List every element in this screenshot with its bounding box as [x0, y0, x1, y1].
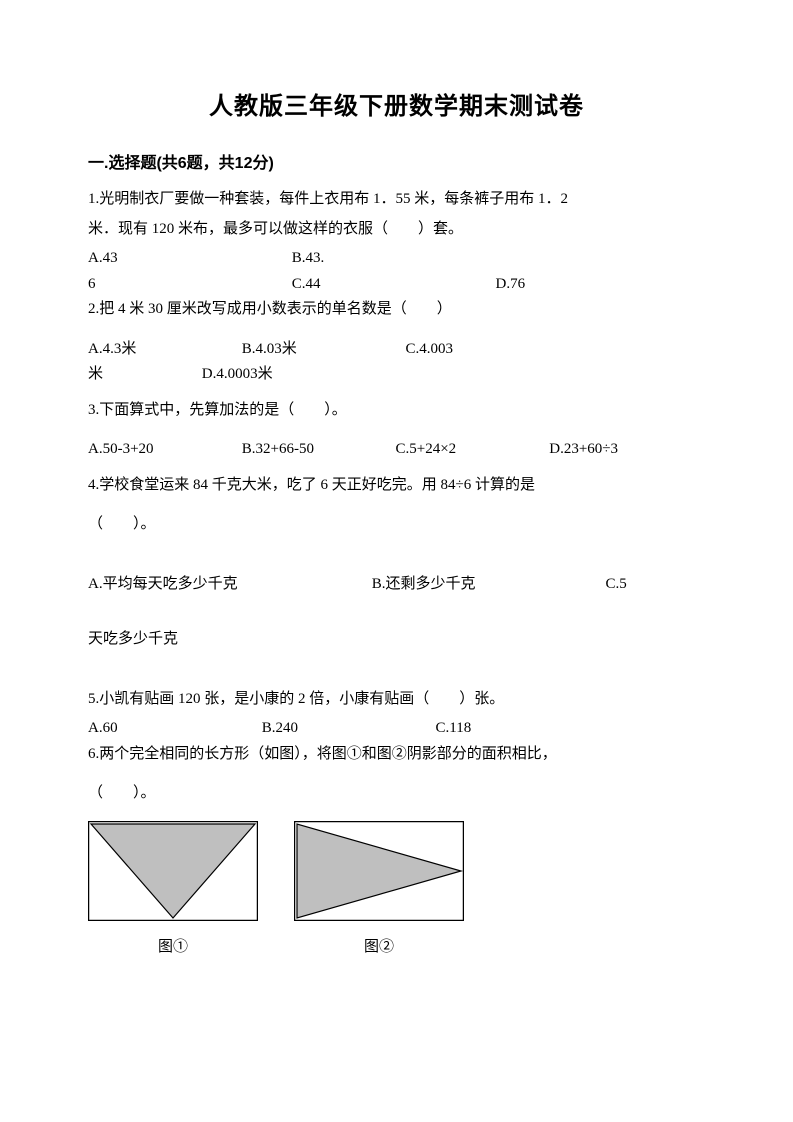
q6-figures: 图① 图②	[88, 821, 705, 956]
q3-optC: C.5+24×2	[396, 437, 546, 463]
q5-optA: A.60	[88, 716, 258, 742]
q3-optB: B.32+66-50	[242, 437, 392, 463]
q1-optB2: 6	[88, 272, 288, 298]
q2-optC: C.4.003	[406, 337, 454, 363]
q4-line2: （ ）。	[88, 512, 705, 538]
q2-opts-row2: 米 D.4.0003米	[88, 362, 705, 388]
q1-opts-row1: A.43 B.43.	[88, 246, 705, 272]
q6-line1: 6.两个完全相同的长方形（如图），将图①和图②阴影部分的面积相比，	[88, 742, 705, 768]
q5-line1: 5.小凯有贴画 120 张，是小康的 2 倍，小康有贴画（ ）张。	[88, 687, 705, 713]
q4-optA: A.平均每天吃多少千克	[88, 572, 368, 598]
q5-optC: C.118	[436, 716, 472, 742]
q2-optD: D.4.0003米	[202, 362, 273, 388]
q2-optA: A.4.3米	[88, 337, 238, 363]
q6-line2: （ ）。	[88, 781, 705, 807]
q3-optA: A.50-3+20	[88, 437, 238, 463]
q4-line3: 天吃多少千克	[88, 627, 705, 653]
q2-line1: 2.把 4 米 30 厘米改写成用小数表示的单名数是（ ）	[88, 297, 705, 323]
section1-heading: 一.选择题(共6题，共12分)	[88, 149, 705, 173]
fig1-label: 图①	[158, 935, 188, 956]
q4-opts-row1: A.平均每天吃多少千克 B.还剩多少千克 C.5	[88, 572, 705, 598]
q1-opts-row2: 6 C.44 D.76	[88, 272, 705, 298]
q4-line1: 4.学校食堂运来 84 千克大米，吃了 6 天正好吃完。用 84÷6 计算的是	[88, 473, 705, 499]
q2-opts-row1: A.4.3米 B.4.03米 C.4.003	[88, 337, 705, 363]
q3-optD: D.23+60÷3	[549, 437, 618, 463]
q1-optB: B.43.	[292, 246, 325, 272]
q3-line1: 3.下面算式中，先算加法的是（ ）。	[88, 398, 705, 424]
q2-line2a: 米	[88, 362, 198, 388]
q2-optB: B.4.03米	[242, 337, 402, 363]
q6-fig1: 图①	[88, 821, 258, 956]
fig2-svg	[294, 821, 464, 921]
q4-optB: B.还剩多少千克	[372, 572, 602, 598]
q1-optD: D.76	[496, 272, 526, 298]
page-title: 人教版三年级下册数学期末测试卷	[88, 86, 705, 121]
q3-opts: A.50-3+20 B.32+66-50 C.5+24×2 D.23+60÷3	[88, 437, 705, 463]
q1-line2: 米．现有 120 米布，最多可以做这样的衣服（ ）套。	[88, 217, 705, 243]
q5-opts: A.60 B.240 C.118	[88, 716, 705, 742]
q6-fig2: 图②	[294, 821, 464, 956]
q4-optC: C.5	[606, 572, 627, 598]
q5-optB: B.240	[262, 716, 432, 742]
fig1-svg	[88, 821, 258, 921]
fig2-label: 图②	[364, 935, 394, 956]
q1-optC: C.44	[292, 272, 492, 298]
q1-optA: A.43	[88, 246, 288, 272]
q1-line1: 1.光明制衣厂要做一种套装，每件上衣用布 1．55 米，每条裤子用布 1．2	[88, 187, 705, 213]
